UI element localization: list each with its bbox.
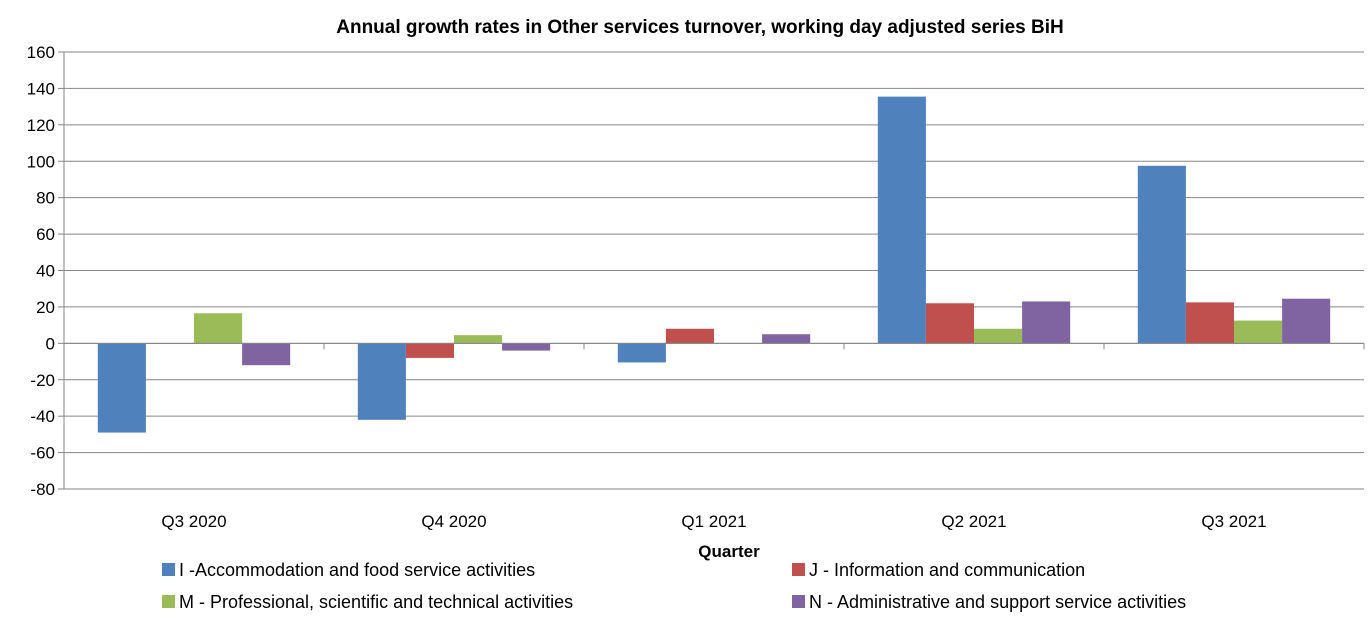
legend-swatch [792, 595, 805, 608]
legend-label: J - Information and communication [809, 560, 1085, 580]
x-axis-label: Quarter [698, 542, 760, 561]
y-tick-label: 120 [27, 116, 55, 135]
x-axis-ticks: Q3 2020 Q4 2020 Q1 2021 Q2 2021 Q3 2021 [161, 512, 1266, 531]
bar [357, 343, 406, 420]
x-tick-label: Q3 2021 [1201, 512, 1266, 531]
bar [1137, 165, 1186, 344]
bar [617, 343, 666, 363]
x-tick-label: Q2 2021 [941, 512, 1006, 531]
y-tick-label: 60 [36, 225, 55, 244]
bars [97, 96, 1331, 433]
bar [454, 335, 503, 344]
bar [762, 334, 811, 344]
bar [1282, 298, 1331, 344]
bar [194, 313, 243, 344]
axes [63, 52, 1365, 489]
legend-label: M - Professional, scientific and technic… [179, 592, 573, 612]
bar [665, 328, 714, 344]
legend-swatch [792, 563, 805, 576]
bar [974, 328, 1023, 344]
y-tick-label: 140 [27, 79, 55, 98]
bar [97, 343, 146, 433]
y-tick-label: 20 [36, 298, 55, 317]
legend: I -Accommodation and food service activi… [162, 560, 1186, 612]
y-axis-ticks: -80 -60 -40 -20 0 20 40 60 80 100 120 140 160 [27, 43, 64, 499]
y-tick-label: -40 [30, 407, 55, 426]
y-tick-label: 0 [46, 334, 55, 353]
bar [877, 96, 926, 344]
y-tick-label: 160 [27, 43, 55, 62]
legend-swatch [162, 563, 175, 576]
x-tick-label: Q4 2020 [421, 512, 486, 531]
chart-title: Annual growth rates in Other services tu… [336, 17, 1063, 38]
bar [925, 303, 974, 344]
bar [502, 343, 551, 351]
y-tick-label: 80 [36, 189, 55, 208]
legend-label: I -Accommodation and food service activi… [179, 560, 535, 580]
x-tick-label: Q1 2021 [681, 512, 746, 531]
bar [1022, 301, 1071, 344]
y-tick-label: -80 [30, 480, 55, 499]
legend-swatch [162, 595, 175, 608]
y-tick-label: -20 [30, 371, 55, 390]
y-tick-label: 40 [36, 262, 55, 281]
bar [405, 343, 454, 358]
y-tick-label: -60 [30, 444, 55, 463]
legend-label: N - Administrative and support service a… [809, 592, 1186, 612]
y-tick-label: 100 [27, 152, 55, 171]
bar [242, 343, 291, 366]
bar [1234, 320, 1283, 344]
x-tick-label: Q3 2020 [161, 512, 226, 531]
bar [1185, 302, 1234, 344]
